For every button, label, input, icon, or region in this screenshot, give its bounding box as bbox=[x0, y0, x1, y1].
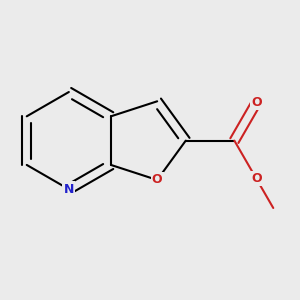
Text: N: N bbox=[64, 183, 74, 196]
Text: O: O bbox=[251, 172, 262, 185]
Text: O: O bbox=[152, 173, 163, 187]
Text: O: O bbox=[251, 96, 262, 109]
